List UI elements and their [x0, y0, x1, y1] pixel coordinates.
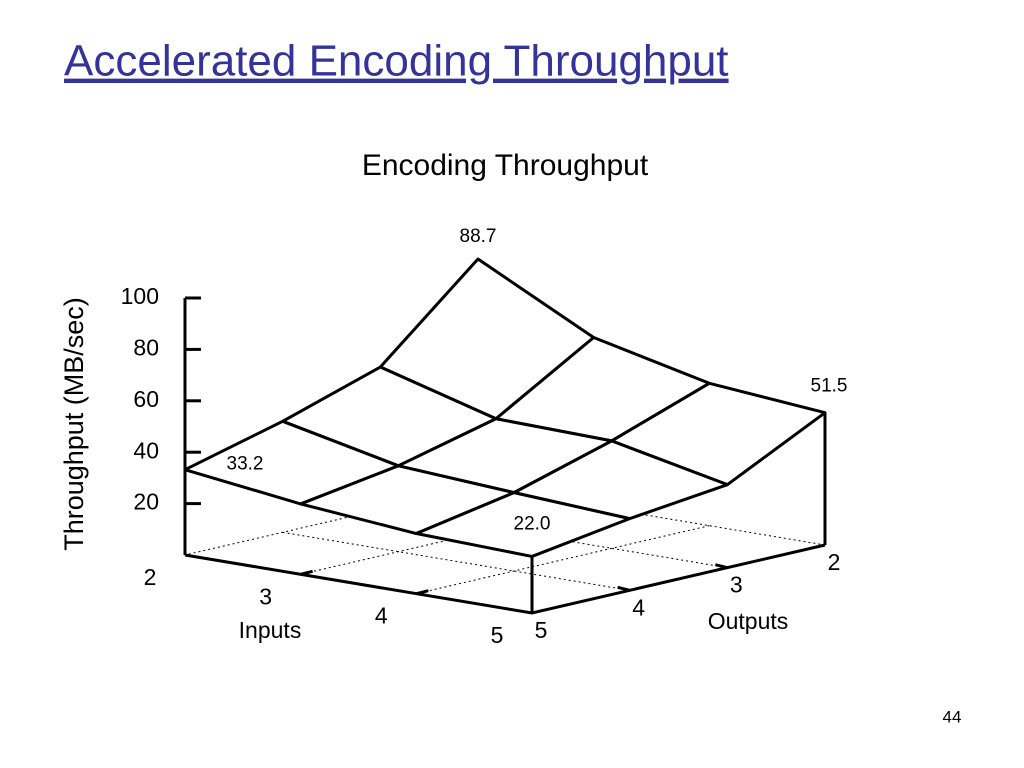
y-tick-label: 4	[632, 594, 645, 620]
z-tick-label: 60	[133, 386, 159, 412]
y-axis-title: Outputs	[708, 608, 789, 634]
x-tick	[300, 569, 314, 576]
x-tick-label: 5	[491, 622, 504, 648]
value-label: 51.5	[811, 376, 848, 397]
floor-grid-line	[416, 525, 710, 595]
slide-title: Accelerated Encoding Throughput	[64, 37, 729, 86]
x-tick-label: 2	[144, 564, 157, 590]
y-tick	[714, 563, 728, 570]
x-tick-label: 4	[375, 603, 388, 629]
z-tick-label: 40	[133, 437, 159, 463]
y-tick	[617, 585, 631, 592]
x-axis-title: Inputs	[239, 617, 302, 643]
x-tick-label: 3	[259, 583, 272, 609]
y-tick-label: 5	[535, 617, 548, 643]
page-number: 44	[943, 707, 962, 726]
x-tick	[415, 589, 429, 596]
value-label: 33.2	[227, 454, 264, 475]
chart-title: Encoding Throughput	[362, 149, 649, 182]
plot: 20 40 60 80 100 2 3 4 5 2 3 4 5 88.7 33.2 51.5 22.0	[121, 226, 848, 648]
y-tick-label: 2	[828, 549, 841, 575]
floor-grid-line	[477, 486, 826, 546]
z-tick-label: 20	[133, 489, 159, 515]
z-tick-label: 80	[133, 334, 159, 360]
y-tick-label: 3	[730, 572, 743, 598]
z-axis-title: Throughput (MB/sec)	[59, 297, 89, 551]
value-label: 88.7	[460, 226, 497, 247]
surface-patch	[414, 491, 632, 558]
value-label: 22.0	[514, 513, 551, 534]
z-tick-label: 100	[121, 283, 159, 309]
floor-grid-line	[282, 531, 630, 591]
